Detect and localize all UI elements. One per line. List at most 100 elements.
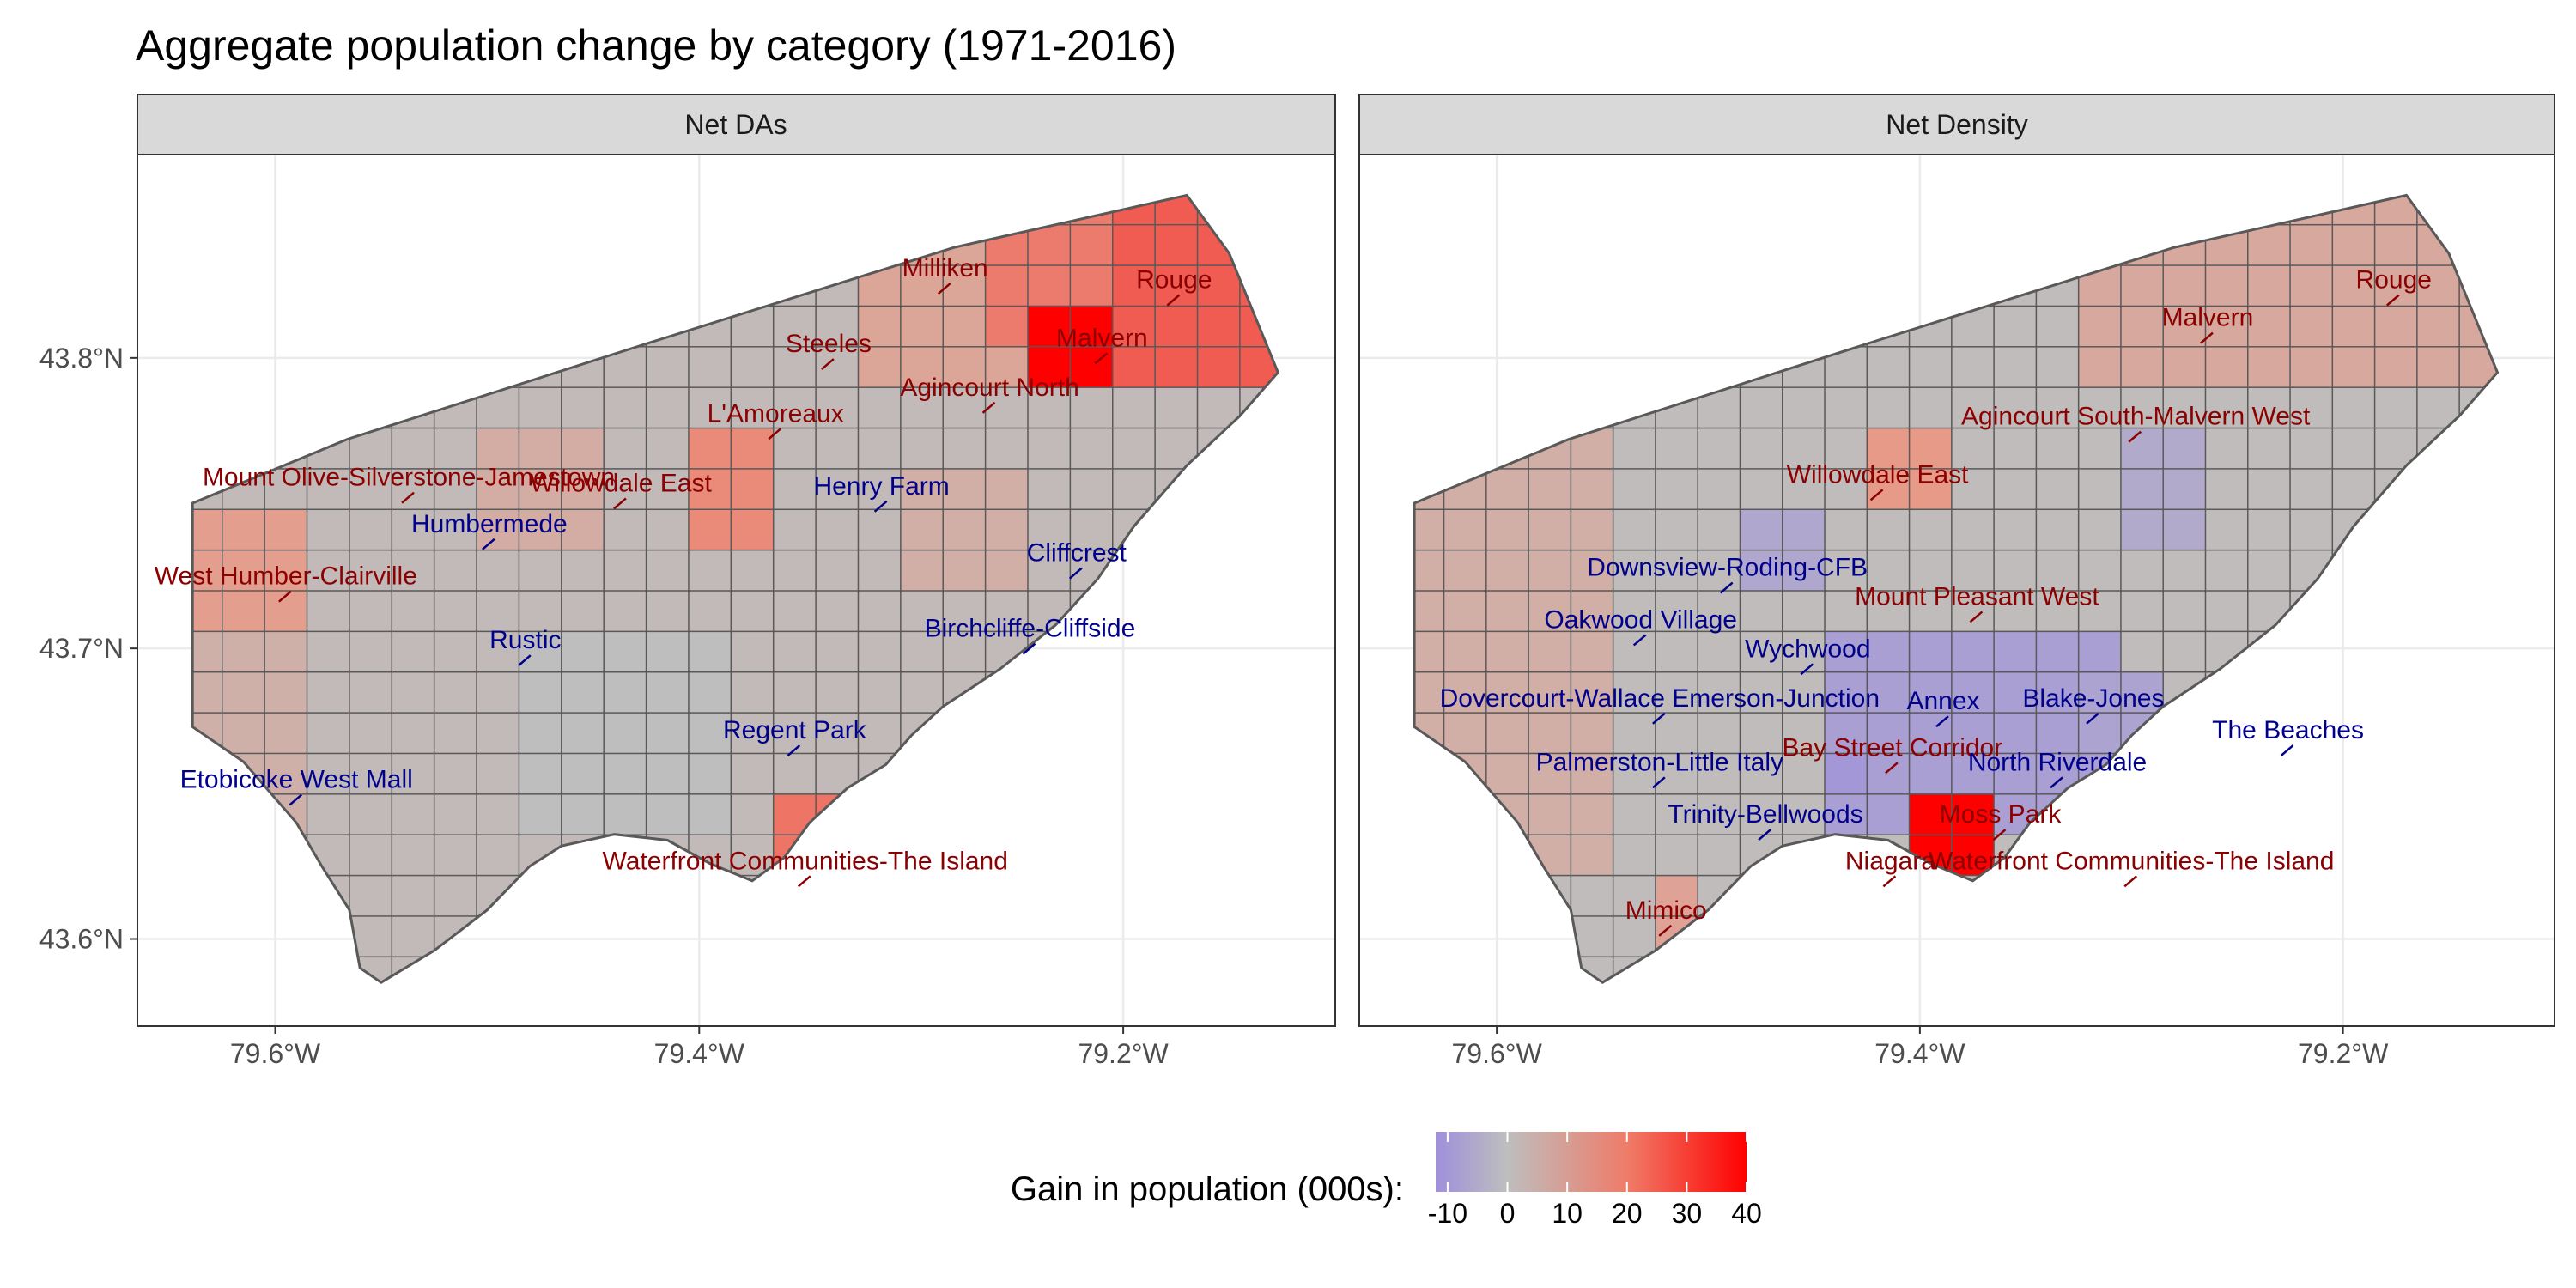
- neighbourhood-polygon: [815, 386, 860, 429]
- neighbourhood-polygon: [476, 833, 520, 877]
- neighbourhood-polygon: [730, 630, 775, 673]
- neighbourhood-polygon: [1528, 671, 1572, 714]
- neighbourhood-polygon: [772, 508, 817, 551]
- label-leader-line: [2123, 875, 2138, 888]
- neighbourhood-polygon: [306, 467, 351, 511]
- neighbourhood-polygon: [857, 589, 902, 633]
- neighbourhood-polygon: [1866, 345, 1911, 388]
- neighbourhood-polygon: [222, 630, 266, 673]
- neighbourhood-polygon: [349, 874, 393, 917]
- neighbourhood-polygon: [1866, 671, 1911, 714]
- neighbourhood-polygon: [1485, 508, 1530, 551]
- neighbourhood-polygon: [688, 630, 732, 673]
- neighbourhood-polygon: [264, 671, 308, 714]
- neighbourhood-polygon: [1112, 427, 1157, 470]
- neighbourhood-polygon: [2331, 386, 2376, 429]
- neighbourhood-polygon: [1069, 386, 1115, 429]
- neighbourhood-polygon: [561, 386, 605, 429]
- neighbourhood-label: North Riverdale: [1968, 748, 2147, 776]
- neighbourhood-polygon: [476, 752, 520, 795]
- label-leader-line: [1166, 294, 1181, 307]
- facet-strip-label: Net DAs: [684, 109, 787, 140]
- neighbourhood-polygon: [2162, 467, 2207, 511]
- neighbourhood-polygon: [1908, 589, 1953, 633]
- neighbourhood-polygon: [2247, 264, 2292, 307]
- neighbourhood-polygon: [2077, 508, 2123, 551]
- neighbourhood-polygon: [476, 427, 520, 470]
- neighbourhood-polygon: [2120, 345, 2165, 388]
- neighbourhood-label: Cliffcrest: [1027, 539, 1127, 568]
- label-leader-line: [1935, 715, 1949, 728]
- neighbourhood-polygon: [391, 671, 435, 714]
- neighbourhood-polygon: [1414, 589, 1445, 633]
- neighbourhood-polygon: [1612, 914, 1657, 958]
- neighbourhood-polygon: [688, 427, 732, 470]
- neighbourhood-polygon: [476, 589, 520, 633]
- neighbourhood-polygon: [1951, 793, 1996, 835]
- neighbourhood-polygon: [518, 427, 563, 470]
- neighbourhood-polygon: [1951, 549, 1996, 592]
- neighbourhood-polygon: [518, 752, 563, 795]
- neighbourhood-label: Bay Street Corridor: [1782, 733, 2002, 762]
- legend-tick-label: 40: [1731, 1198, 1762, 1229]
- neighbourhood-polygon: [1866, 508, 1911, 551]
- neighbourhood-polygon: [900, 671, 945, 714]
- neighbourhood-polygon: [1027, 223, 1072, 266]
- neighbourhood-polygon: [603, 508, 647, 551]
- neighbourhood-label: L'Amoreaux: [708, 399, 844, 428]
- neighbourhood-polygon: [2247, 223, 2292, 266]
- neighbourhood-polygon: [1570, 752, 1614, 795]
- neighbourhood-polygon: [1824, 671, 1868, 714]
- neighbourhood-polygon: [476, 549, 520, 592]
- neighbourhood-label: Agincourt South-Malvern West: [1961, 403, 2311, 431]
- neighbourhood-polygon: [1781, 427, 1826, 470]
- neighbourhood-label: Steeles: [786, 330, 872, 358]
- neighbourhood-polygon: [857, 345, 902, 388]
- neighbourhood-polygon: [1570, 630, 1614, 673]
- label-leader-line: [2385, 294, 2400, 307]
- neighbourhood-polygon: [2289, 467, 2334, 511]
- facet-strip: [1358, 94, 2555, 155]
- neighbourhood-polygon: [1908, 386, 1953, 429]
- neighbourhood-polygon: [433, 630, 478, 673]
- neighbourhood-polygon: [688, 671, 732, 714]
- neighbourhood-polygon: [2120, 589, 2165, 633]
- neighbourhood-label: Oakwood Village: [1544, 605, 1737, 634]
- neighbourhood-polygon: [2247, 467, 2292, 511]
- neighbourhood-polygon: [518, 467, 563, 511]
- neighbourhood-polygon: [730, 671, 775, 714]
- neighbourhood-polygon: [1697, 833, 1741, 877]
- label-leader-line: [1652, 712, 1666, 725]
- neighbourhood-polygon: [391, 833, 435, 877]
- neighbourhood-polygon: [815, 508, 860, 551]
- neighbourhood-polygon: [2162, 549, 2207, 592]
- neighbourhood-polygon: [1112, 345, 1157, 388]
- neighbourhood-polygon: [349, 711, 393, 755]
- label-leader-line: [981, 401, 996, 414]
- neighbourhood-polygon: [1993, 386, 2038, 429]
- neighbourhood-polygon: [1993, 752, 2038, 795]
- label-leader-line: [787, 744, 801, 756]
- neighbourhood-polygon: [2035, 711, 2080, 755]
- neighbourhood-polygon: [2162, 386, 2207, 429]
- neighbourhood-polygon: [1951, 345, 1996, 388]
- neighbourhood-polygon: [1027, 305, 1072, 348]
- neighbourhood-polygon: [984, 549, 1030, 592]
- neighbourhood-polygon: [1781, 793, 1826, 835]
- neighbourhood-polygon: [1069, 264, 1115, 307]
- neighbourhood-polygon: [264, 711, 308, 755]
- label-leader-line: [821, 358, 835, 371]
- neighbourhood-polygon: [1069, 427, 1115, 470]
- neighbourhood-polygon: [2120, 264, 2165, 307]
- neighbourhood-polygon: [984, 427, 1030, 470]
- neighbourhood-polygon: [730, 793, 775, 835]
- label-leader-line: [1992, 829, 2007, 841]
- neighbourhood-polygon: [1993, 630, 2038, 673]
- neighbourhood-polygon: [1739, 467, 1783, 511]
- neighbourhood-polygon: [857, 467, 902, 511]
- neighbourhood-polygon: [857, 630, 902, 673]
- neighbourhood-label: Moss Park: [1940, 800, 2063, 829]
- neighbourhood-label: Mount Pleasant West: [1855, 582, 2099, 611]
- neighbourhood-polygon: [306, 793, 351, 835]
- panel-border: [1358, 154, 2555, 1027]
